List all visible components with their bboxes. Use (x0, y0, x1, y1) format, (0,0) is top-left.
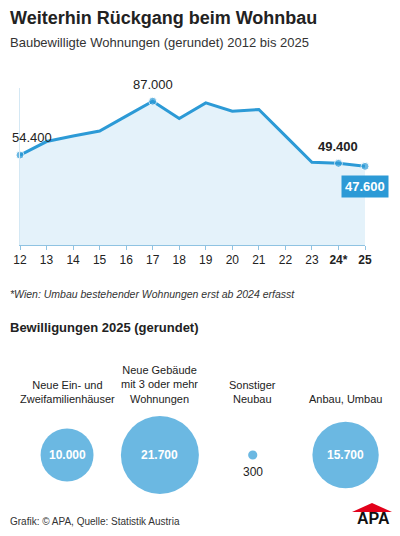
svg-text:22: 22 (279, 253, 293, 267)
svg-text:SonstigerNeubau: SonstigerNeubau (229, 379, 276, 405)
svg-text:20: 20 (226, 253, 240, 267)
svg-text:14: 14 (66, 253, 80, 267)
svg-text:Weiterhin Rückgang beim Wohnba: Weiterhin Rückgang beim Wohnbau (10, 8, 317, 28)
svg-text:APA: APA (357, 510, 390, 527)
svg-text:16: 16 (119, 253, 133, 267)
svg-text:49.400: 49.400 (318, 139, 358, 154)
svg-text:10.000: 10.000 (49, 448, 86, 462)
svg-text:87.000: 87.000 (133, 77, 173, 92)
svg-text:21: 21 (252, 253, 266, 267)
svg-text:15.700: 15.700 (327, 448, 364, 462)
svg-text:Neue Gebäudemit 3 oder mehrWoh: Neue Gebäudemit 3 oder mehrWohnungen (121, 364, 198, 405)
svg-text:17: 17 (146, 253, 160, 267)
svg-text:Baubewilligte Wohnungen (gerun: Baubewilligte Wohnungen (gerundet) 2012 … (10, 35, 309, 50)
svg-text:54.400: 54.400 (12, 130, 52, 145)
svg-text:Neue Ein- undZweifamilienhäuse: Neue Ein- undZweifamilienhäuser (20, 379, 115, 405)
svg-text:18: 18 (173, 253, 187, 267)
svg-text:Anbau, Umbau: Anbau, Umbau (309, 393, 382, 405)
svg-text:19: 19 (199, 253, 213, 267)
svg-text:24*: 24* (329, 253, 347, 267)
svg-text:23: 23 (305, 253, 319, 267)
svg-text:300: 300 (243, 465, 263, 479)
svg-text:15: 15 (93, 253, 107, 267)
svg-text:47.600: 47.600 (345, 179, 385, 194)
svg-text:25: 25 (358, 253, 372, 267)
svg-text:21.700: 21.700 (141, 448, 178, 462)
svg-text:12: 12 (13, 253, 27, 267)
svg-text:*Wien: Umbau bestehender Wohnu: *Wien: Umbau bestehender Wohnungen erst … (10, 288, 295, 300)
svg-text:Bewilligungen 2025 (gerundet): Bewilligungen 2025 (gerundet) (10, 320, 199, 335)
svg-text:Grafik: © APA, Quelle: Statist: Grafik: © APA, Quelle: Statistik Austria (10, 516, 180, 527)
svg-text:13: 13 (40, 253, 54, 267)
